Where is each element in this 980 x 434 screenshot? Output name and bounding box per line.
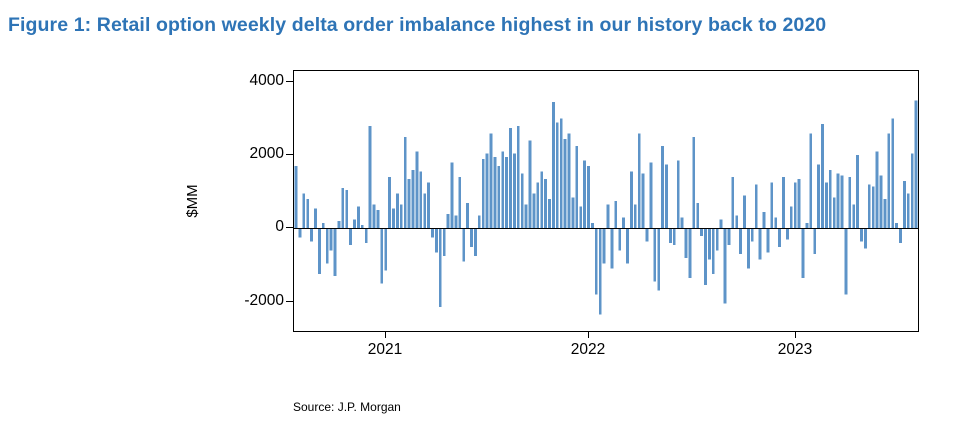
x-tick-mark <box>385 332 386 338</box>
x-tick-label: 2022 <box>570 341 606 358</box>
y-tick-mark <box>286 154 293 155</box>
y-tick-label: 4000 <box>249 72 284 89</box>
x-tick-mark <box>795 332 796 338</box>
y-tick-label: 2000 <box>249 145 284 162</box>
y-tick-mark <box>286 227 293 228</box>
y-tick-label: -2000 <box>244 292 284 309</box>
x-tick-label: 2021 <box>367 341 403 358</box>
x-tick-label: 2023 <box>777 341 813 358</box>
y-tick-mark <box>286 81 293 82</box>
plot-area <box>293 70 919 332</box>
figure-title: Figure 1: Retail option weekly delta ord… <box>8 14 827 36</box>
y-tick-mark <box>286 301 293 302</box>
y-tick-label: 0 <box>275 218 284 235</box>
x-tick-mark <box>588 332 589 338</box>
y-axis-label: $MM <box>184 184 201 218</box>
source-note: Source: J.P. Morgan <box>293 400 401 414</box>
bars-svg <box>294 100 918 315</box>
